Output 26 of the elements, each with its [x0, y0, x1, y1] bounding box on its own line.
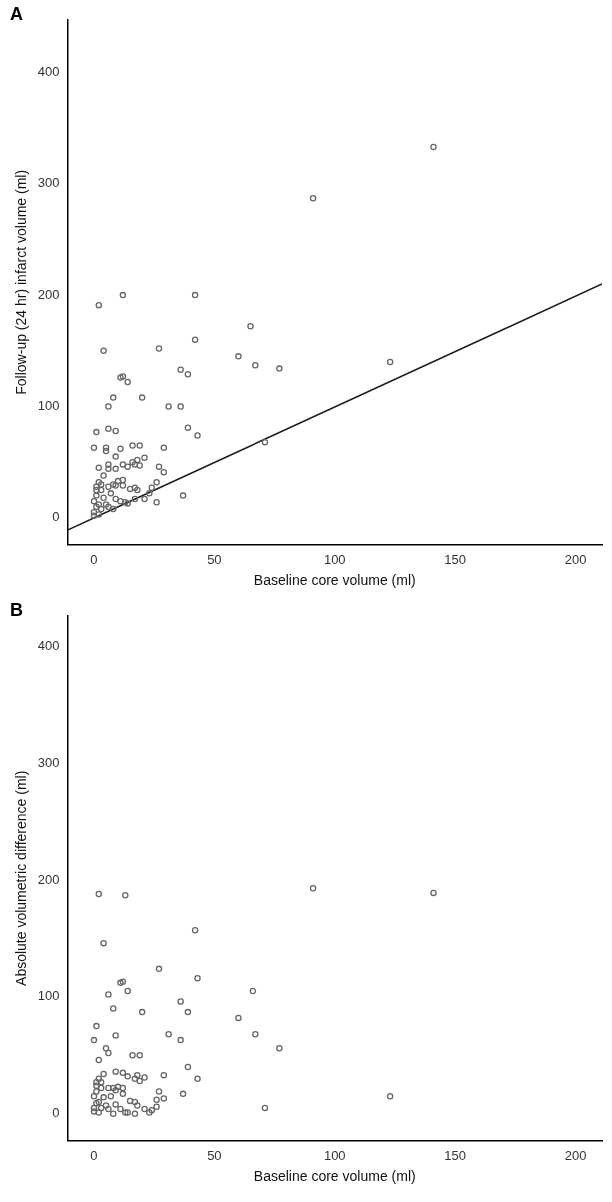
x-tick-label: 200	[564, 1147, 587, 1163]
x-axis-title: Baseline core volume (ml)	[253, 572, 416, 589]
x-tick-label: 100	[323, 551, 346, 567]
y-tick-label: 400	[37, 63, 60, 79]
y-tick-label: 400	[37, 637, 60, 653]
text: A	[10, 3, 23, 24]
x-tick-label: 200	[564, 551, 587, 567]
text: B	[10, 599, 23, 620]
y-tick-label: 300	[37, 175, 60, 191]
y-tick-label: 200	[37, 871, 60, 887]
x-tick-label: 150	[444, 551, 466, 567]
y-tick-label: 0	[52, 1105, 60, 1121]
x-tick-label: 0	[90, 551, 98, 567]
y-tick-label: 100	[37, 398, 60, 414]
y-tick-label: 0	[52, 509, 60, 525]
y-axis-title: Follow-up (24 hr) infarct volume (ml)	[13, 169, 30, 395]
x-tick-label: 50	[207, 1147, 222, 1163]
x-tick-label: 50	[207, 551, 222, 567]
x-tick-label: 100	[323, 1147, 346, 1163]
x-tick-label: 150	[444, 1147, 466, 1163]
x-axis-title: Baseline core volume (ml)	[253, 1168, 416, 1185]
x-tick-label: 0	[90, 1147, 98, 1163]
y-tick-label: 300	[37, 754, 60, 770]
y-tick-label: 100	[37, 988, 60, 1004]
y-axis-title: Absolute volumetric difference (ml)	[13, 770, 30, 986]
y-tick-label: 200	[37, 286, 60, 302]
